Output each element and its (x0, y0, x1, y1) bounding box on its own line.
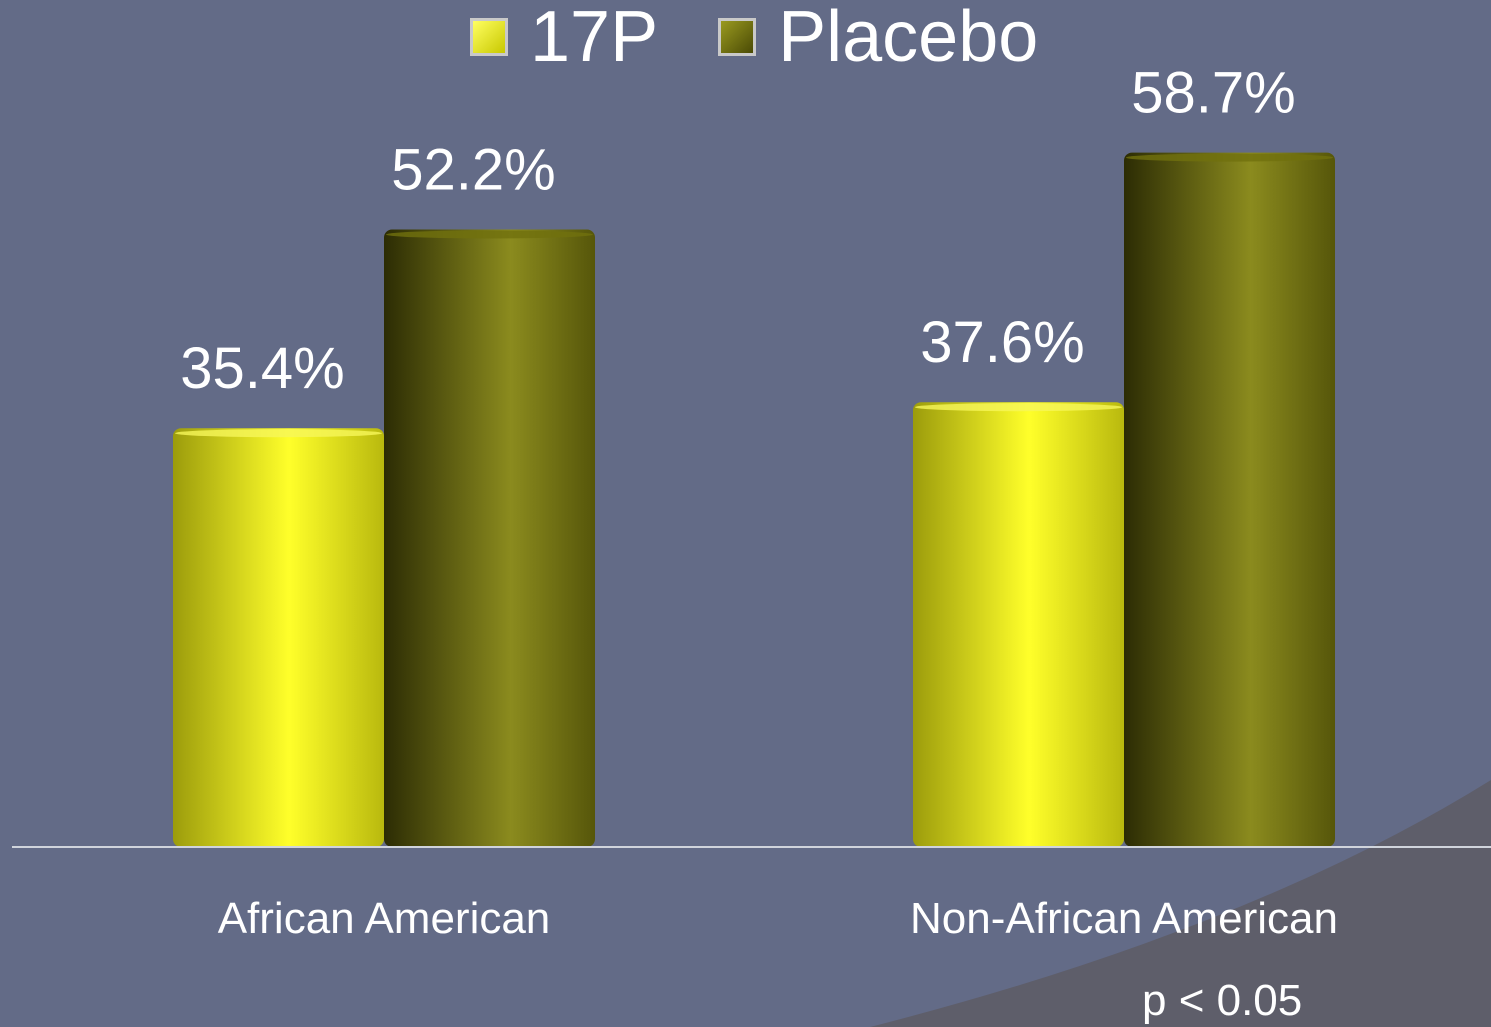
bar-cap-placebo-non-african-american (1126, 153, 1333, 162)
legend-item-placebo: Placebo (718, 0, 1039, 77)
significance-annotation: p < 0.05 (1142, 976, 1303, 1025)
legend-item-17p: 17P (470, 0, 659, 77)
bar-17p-non-african-american (913, 402, 1124, 847)
legend-swatch-placebo (718, 18, 757, 56)
bar-17p-african-american (173, 428, 384, 847)
data-label-17p-non-african-american: 37.6% (920, 310, 1084, 375)
legend-label-17p: 17P (530, 0, 659, 77)
bar-cap-placebo-african-american (386, 230, 593, 239)
legend-label-placebo: Placebo (778, 0, 1039, 77)
data-label-placebo-non-african-american: 58.7% (1131, 61, 1295, 126)
legend: 17P Placebo (470, 0, 1039, 77)
corner-swoosh (870, 780, 1491, 1027)
category-label-african-american: African American (218, 894, 551, 943)
data-label-17p-african-american: 35.4% (180, 336, 344, 401)
category-label-non-african-american: Non-African American (910, 894, 1338, 943)
bar-placebo-non-african-american (1124, 152, 1335, 848)
bar-cap-17p-non-african-american (915, 403, 1122, 412)
data-label-placebo-african-american: 52.2% (391, 137, 555, 202)
labels-layer: 35.4% 52.2% African American 37.6% 58.7% Non-… (180, 61, 1338, 943)
legend-swatch-17p (470, 18, 508, 56)
bars-layer (173, 152, 1335, 848)
bar-cap-17p-african-american (175, 429, 382, 438)
bar-placebo-african-american (384, 229, 595, 847)
